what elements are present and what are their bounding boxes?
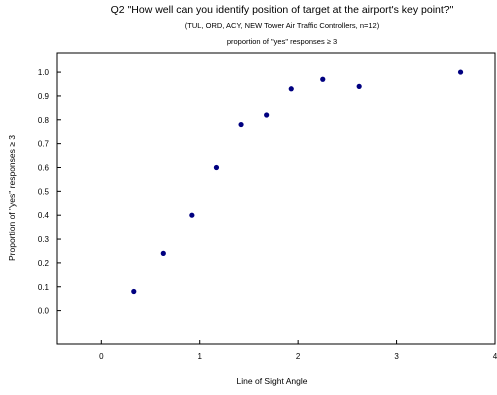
y-tick-label: 0.7 (38, 140, 50, 149)
x-tick-label: 1 (197, 352, 202, 361)
y-axis: 0.0 0.1 0.2 0.3 0.4 0.5 0.6 0.7 0.8 0.9 1.0 (38, 68, 61, 316)
data-points (131, 69, 464, 295)
x-tick-label: 2 (296, 352, 301, 361)
data-point (189, 212, 195, 218)
data-point (320, 76, 326, 82)
data-point (356, 83, 362, 89)
y-tick-label: 0.4 (38, 211, 50, 220)
data-point (238, 121, 244, 128)
y-axis-title: Proportion of "yes" responses ≥ 3 (7, 135, 17, 261)
plot-area (56, 52, 496, 345)
y-tick-label: 0.6 (38, 163, 50, 172)
y-tick-label: 0.2 (38, 259, 50, 268)
x-tick-label: 4 (493, 352, 497, 361)
x-tick-label: 0 (99, 352, 104, 361)
y-tick-label: 0.9 (38, 92, 50, 101)
y-tick-label: 1.0 (38, 68, 50, 77)
data-point (131, 288, 137, 295)
x-axis-title: Line of Sight Angle (237, 376, 308, 386)
chart-subtitle: (TUL, ORD, ACY, NEW Tower Air Traffic Co… (185, 21, 380, 30)
data-point (160, 250, 166, 256)
y-tick-label: 0.0 (38, 307, 50, 316)
chart-title: Q2 "How well can you identify position o… (111, 4, 454, 16)
data-point (264, 112, 270, 118)
chart-subtitle-2: proportion of "yes" responses ≥ 3 (227, 37, 337, 46)
data-point (288, 86, 294, 92)
x-axis: 0 1 2 3 4 (99, 340, 497, 361)
y-tick-label: 0.5 (38, 187, 50, 196)
y-tick-label: 0.1 (38, 283, 50, 292)
data-point (213, 164, 220, 171)
y-tick-label: 0.8 (38, 116, 50, 125)
data-point (457, 69, 464, 75)
x-tick-label: 3 (394, 352, 399, 361)
y-tick-label: 0.3 (38, 235, 50, 244)
